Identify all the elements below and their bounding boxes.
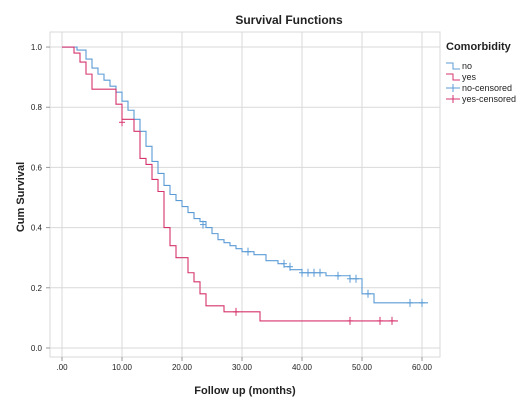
y-tick-label: 1.0 <box>31 43 43 52</box>
censor-mark-no-censored <box>299 268 305 277</box>
censor-mark-no-censored <box>353 274 359 283</box>
legend-label: yes <box>462 72 477 82</box>
censor-mark-no-censored <box>317 268 323 277</box>
legend-label: yes-censored <box>462 94 516 104</box>
legend-label: no <box>462 61 472 71</box>
legend-title: Comorbidity <box>446 41 512 53</box>
legend-swatch <box>446 62 460 70</box>
censor-mark-no-censored <box>335 271 341 280</box>
x-tick-label: 60.00 <box>412 363 433 372</box>
legend-entry-yes: yes <box>446 72 477 82</box>
x-tick-label: .00 <box>56 363 68 372</box>
x-axis-label: Follow up (months) <box>194 385 296 397</box>
plot-area: .00 10.00 20.00 30.00 40.00 50.00 60.00 0.0 0.2… <box>31 31 441 372</box>
censor-mark-yes-censored <box>233 307 239 316</box>
grid <box>50 32 440 357</box>
x-axis: .00 10.00 20.00 30.00 40.00 50.00 60.00 <box>56 357 433 372</box>
series-line-yes <box>62 46 398 322</box>
censor-mark-no-censored <box>311 268 317 277</box>
legend-entry-no-censored: no-censored <box>446 83 512 93</box>
censor-mark-yes-censored <box>377 316 383 325</box>
censor-mark-no-censored <box>200 220 206 229</box>
censor-mark-no-censored <box>419 298 425 307</box>
censor-mark-no-censored <box>281 259 287 268</box>
chart-title: Survival Functions <box>235 13 343 27</box>
censor-mark-yes-censored <box>389 316 395 325</box>
y-tick-label: 0.2 <box>31 284 43 293</box>
censor-mark-no-censored <box>287 262 293 271</box>
x-tick-label: 40.00 <box>292 363 313 372</box>
y-axis-label: Cum Survival <box>15 162 27 232</box>
censor-mark-no-censored <box>347 274 353 283</box>
legend-entry-yes-censored: yes-censored <box>446 94 516 104</box>
y-tick-label: 0.4 <box>31 224 43 233</box>
censor-layer <box>119 118 425 325</box>
censor-mark-no-censored <box>407 298 413 307</box>
x-tick-label: 30.00 <box>232 363 253 372</box>
y-tick-label: 0.0 <box>31 344 43 353</box>
series-layer <box>62 46 428 322</box>
x-tick-label: 20.00 <box>172 363 193 372</box>
y-tick-label: 0.8 <box>31 103 43 112</box>
censor-mark-yes-censored <box>347 316 353 325</box>
plot-frame <box>49 31 441 358</box>
legend-label: no-censored <box>462 83 512 93</box>
censor-mark-no-censored <box>245 247 251 256</box>
x-tick-label: 50.00 <box>352 363 373 372</box>
y-axis: 0.0 0.2 0.4 0.6 0.8 1.0 <box>31 43 50 353</box>
legend-entry-no: no <box>446 61 472 71</box>
censor-mark-no-censored <box>305 268 311 277</box>
legend-swatch <box>446 73 460 81</box>
x-tick-label: 10.00 <box>112 363 133 372</box>
censor-mark-yes-censored <box>119 118 125 127</box>
censor-mark-no-censored <box>365 289 371 298</box>
y-tick-label: 0.6 <box>31 163 43 172</box>
